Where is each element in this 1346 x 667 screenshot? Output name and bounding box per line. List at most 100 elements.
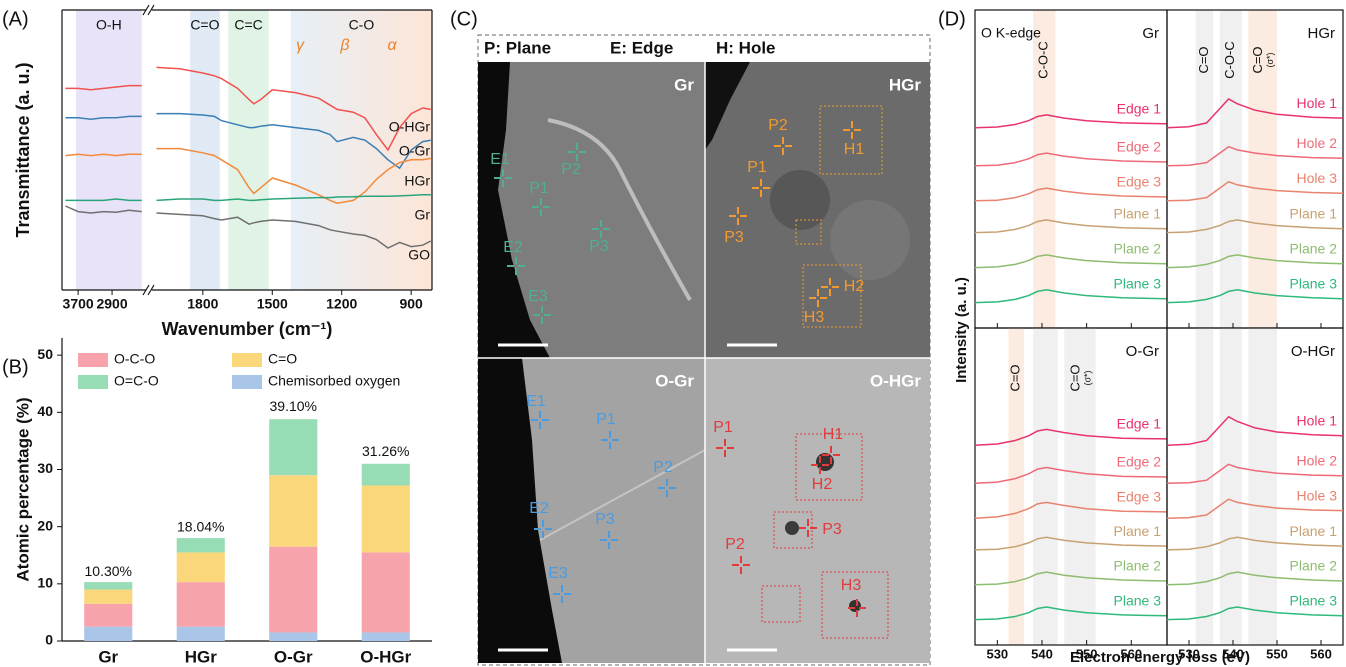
image-hole: [785, 521, 799, 535]
series-label: GO: [408, 247, 430, 263]
band: [1220, 328, 1242, 645]
image-title: O-HGr: [870, 371, 921, 390]
band: [1196, 328, 1214, 645]
series-line: [975, 153, 1167, 166]
panel-label: (A): [2, 8, 29, 30]
x-tick-label: 550: [1266, 646, 1288, 661]
series-label: Plane 1: [1290, 205, 1338, 221]
marker-label: P2: [561, 161, 581, 178]
y-axis-title: Transmittance (a. u.): [13, 62, 33, 237]
legend-swatch: [232, 353, 262, 367]
series-label: Hole 1: [1297, 412, 1338, 428]
series-label: Plane 3: [1114, 593, 1162, 609]
legend-label: Chemisorbed oxygen: [268, 373, 400, 389]
chart-title: O-Gr: [1126, 343, 1159, 360]
marker-label: P1: [596, 411, 616, 428]
x-tick-label: 1500: [257, 296, 288, 312]
image-hole: [849, 600, 861, 612]
y-tick-label: 10: [37, 575, 53, 591]
annotation: γ: [296, 37, 305, 54]
bar-segment: [84, 627, 132, 641]
x-tick-label: 900: [399, 296, 423, 312]
x-tick-label: HGr: [185, 647, 218, 666]
marker-label: H1: [823, 426, 844, 443]
series-label: HGr: [404, 173, 430, 189]
band-label: C=O: [1196, 46, 1211, 73]
band-label: C-O-C: [1222, 41, 1237, 79]
y-axis-title: Atomic percentage (%): [13, 397, 32, 581]
legend-swatch: [78, 353, 108, 367]
bar-segment: [362, 485, 410, 552]
image-texture: [830, 200, 910, 280]
bar-segment: [177, 552, 225, 582]
band-label: C=O: [1067, 364, 1082, 391]
micrograph-legend: E: Edge: [610, 38, 673, 57]
series-label: Hole 2: [1297, 452, 1338, 468]
band-sublabel: (σ*): [1082, 370, 1092, 385]
band-sublabel: (σ*): [1265, 52, 1275, 67]
series-label: Edge 2: [1117, 139, 1162, 155]
band-label: C=O: [1008, 364, 1023, 391]
image-title: O-Gr: [655, 371, 694, 390]
bar-segment: [269, 419, 317, 475]
marker-label: H2: [844, 278, 865, 295]
marker-label: P3: [724, 229, 744, 246]
panel-label: (D): [938, 8, 966, 30]
series-label: Plane 1: [1114, 205, 1162, 221]
x-tick-label: O-HGr: [360, 647, 411, 666]
marker-label: H2: [812, 476, 833, 493]
bar-segment: [177, 582, 225, 627]
series-label: Edge 1: [1117, 416, 1162, 432]
bar-segment: [84, 582, 132, 589]
y-axis-title: Intensity (a. u.): [953, 277, 970, 383]
x-tick-label: O-Gr: [274, 647, 313, 666]
x-tick-label: 530: [1178, 646, 1200, 661]
band: [76, 10, 142, 290]
series-label: Edge 3: [1117, 174, 1162, 190]
band: [1033, 328, 1058, 645]
figure: (A) (B) (C) (D) P: Plane E: Edge H: Hole…: [0, 0, 1346, 667]
series-label: Plane 2: [1290, 558, 1338, 574]
y-tick-label: 20: [37, 517, 53, 533]
band-label: C=C: [234, 17, 262, 33]
series-label: Hole 3: [1297, 487, 1338, 503]
x-tick-label: 560: [1120, 646, 1142, 661]
y-tick-label: 50: [37, 346, 53, 362]
x-tick-label: 530: [986, 646, 1008, 661]
band: [1248, 328, 1277, 645]
bar-segment: [269, 632, 317, 641]
marker-label: P1: [747, 159, 767, 176]
legend-label: C=O: [268, 351, 297, 367]
series-label: Plane 1: [1290, 523, 1338, 539]
x-tick-label: 1800: [187, 296, 218, 312]
marker-label: E3: [528, 288, 548, 305]
total-label: 10.30%: [85, 563, 132, 579]
band-label: C=O: [1250, 46, 1265, 73]
marker-label: E3: [548, 565, 568, 582]
x-tick-label: 560: [1310, 646, 1332, 661]
series-label: Edge 1: [1117, 101, 1162, 117]
series-label: O-HGr: [389, 119, 431, 135]
band-label: O-H: [96, 17, 122, 33]
series-label: Hole 1: [1297, 95, 1338, 111]
x-tick-label: 540: [1031, 646, 1053, 661]
annotation: β: [339, 37, 349, 54]
series-line: [975, 220, 1167, 233]
series-label: Plane 3: [1290, 593, 1338, 609]
chart-title: Gr: [1142, 25, 1159, 42]
image-ohgr: [705, 358, 930, 663]
image-title: Gr: [674, 75, 694, 94]
marker-label: H3: [841, 577, 862, 594]
micrograph-legend: H: Hole: [716, 38, 776, 57]
chart-title: HGr: [1308, 25, 1336, 42]
legend-label: O=C-O: [114, 373, 159, 389]
micrograph-backgrounds: [478, 35, 930, 665]
series-label: Gr: [414, 207, 430, 223]
x-tick-label: 540: [1222, 646, 1244, 661]
band-label: C-O-C: [1036, 41, 1051, 79]
total-label: 31.26%: [362, 443, 409, 459]
total-label: 18.04%: [177, 519, 224, 535]
x-tick-label: 2900: [96, 296, 127, 312]
y-tick-label: 40: [37, 403, 53, 419]
band: [190, 10, 220, 290]
